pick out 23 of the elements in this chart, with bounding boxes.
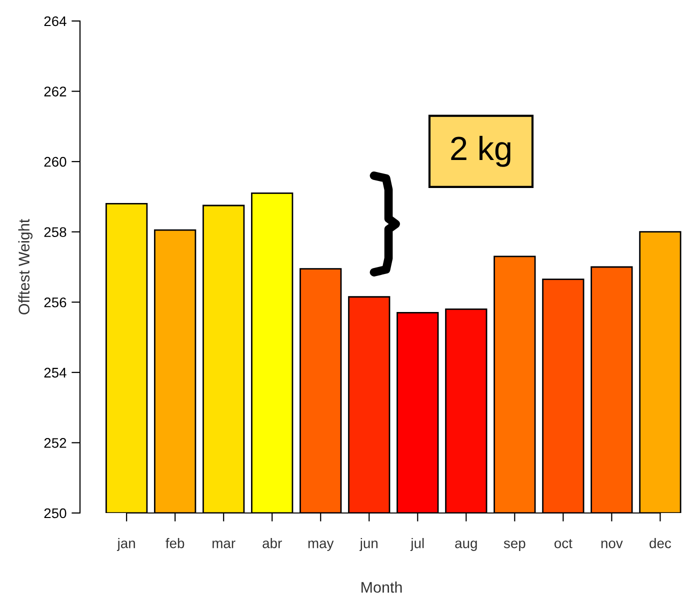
y-tick-label: 250 bbox=[44, 508, 66, 518]
y-axis-title: Offtest Weight bbox=[18, 218, 33, 314]
y-tick-label: 260 bbox=[44, 156, 66, 167]
annotation: 2 kg bbox=[451, 136, 510, 167]
x-tick-label: jun bbox=[360, 538, 378, 551]
x-tick-label: feb bbox=[166, 538, 184, 548]
x-tick-label: sep bbox=[504, 540, 526, 551]
x-tick-label: mar bbox=[212, 540, 236, 548]
y-tick-label: 256 bbox=[44, 297, 66, 308]
x-tick-label: jan bbox=[116, 538, 135, 551]
x-axis-title: Month bbox=[362, 582, 402, 593]
x-tick-label: may bbox=[308, 540, 334, 551]
y-tick-label: 258 bbox=[44, 227, 66, 238]
x-tick-label: jul bbox=[410, 538, 424, 551]
y-tick-label: 264 bbox=[44, 16, 66, 26]
x-tick-label: abr bbox=[262, 538, 282, 548]
x-tick-label: aug bbox=[455, 540, 477, 551]
x-tick-label: nov bbox=[601, 540, 623, 548]
y-tick-label: 254 bbox=[44, 368, 66, 378]
y-tick-label: 262 bbox=[44, 86, 66, 96]
x-tick-label: oct bbox=[554, 539, 572, 548]
x-tick-label: dec bbox=[650, 538, 672, 548]
y-tick-label: 252 bbox=[44, 438, 66, 448]
